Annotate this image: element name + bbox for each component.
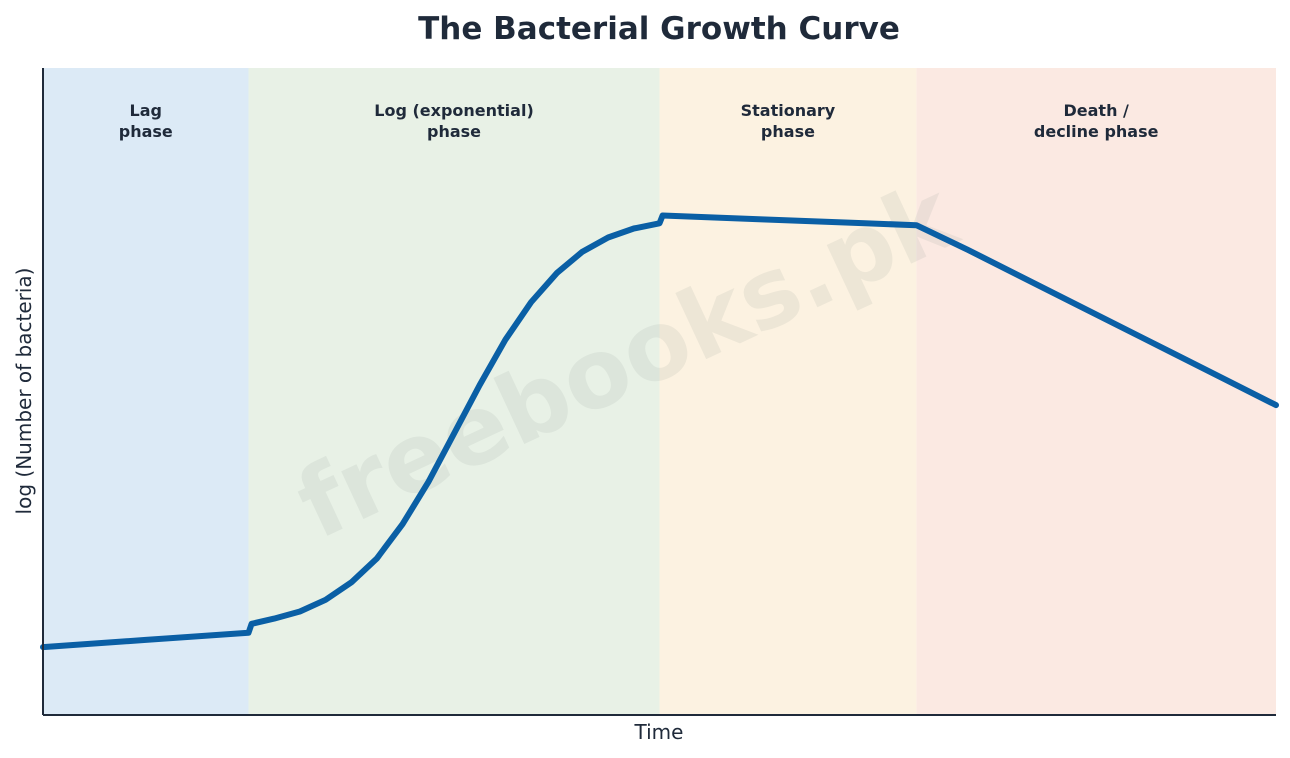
growth-curve-line <box>40 212 1279 651</box>
phase-band-2 <box>659 68 917 715</box>
phase-label-line: Lag <box>130 101 162 120</box>
phase-label-3: Death / decline phase <box>1034 101 1159 141</box>
phase-label-line: phase <box>119 122 173 141</box>
phase-band-1 <box>248 68 660 715</box>
phase-band-0 <box>43 68 249 715</box>
phase-label-line: Death / <box>1063 101 1129 120</box>
phase-bands <box>43 68 1276 715</box>
chart-title: The Bacterial Growth Curve <box>418 11 900 47</box>
phase-label-line: Log (exponential) <box>374 101 534 120</box>
x-axis-label: Time <box>634 720 684 744</box>
y-axis-label: log (Number of bacteria) <box>12 268 36 515</box>
phase-label-line: decline phase <box>1034 122 1159 141</box>
phase-band-3 <box>916 68 1276 715</box>
phase-label-line: phase <box>427 122 481 141</box>
phase-label-2: Stationary phase <box>741 101 836 141</box>
phase-label-line: phase <box>761 122 815 141</box>
phase-label-1: Log (exponential) phase <box>374 101 534 141</box>
phase-label-line: Stationary <box>741 101 836 120</box>
phase-label-0: Lag phase <box>119 101 173 141</box>
